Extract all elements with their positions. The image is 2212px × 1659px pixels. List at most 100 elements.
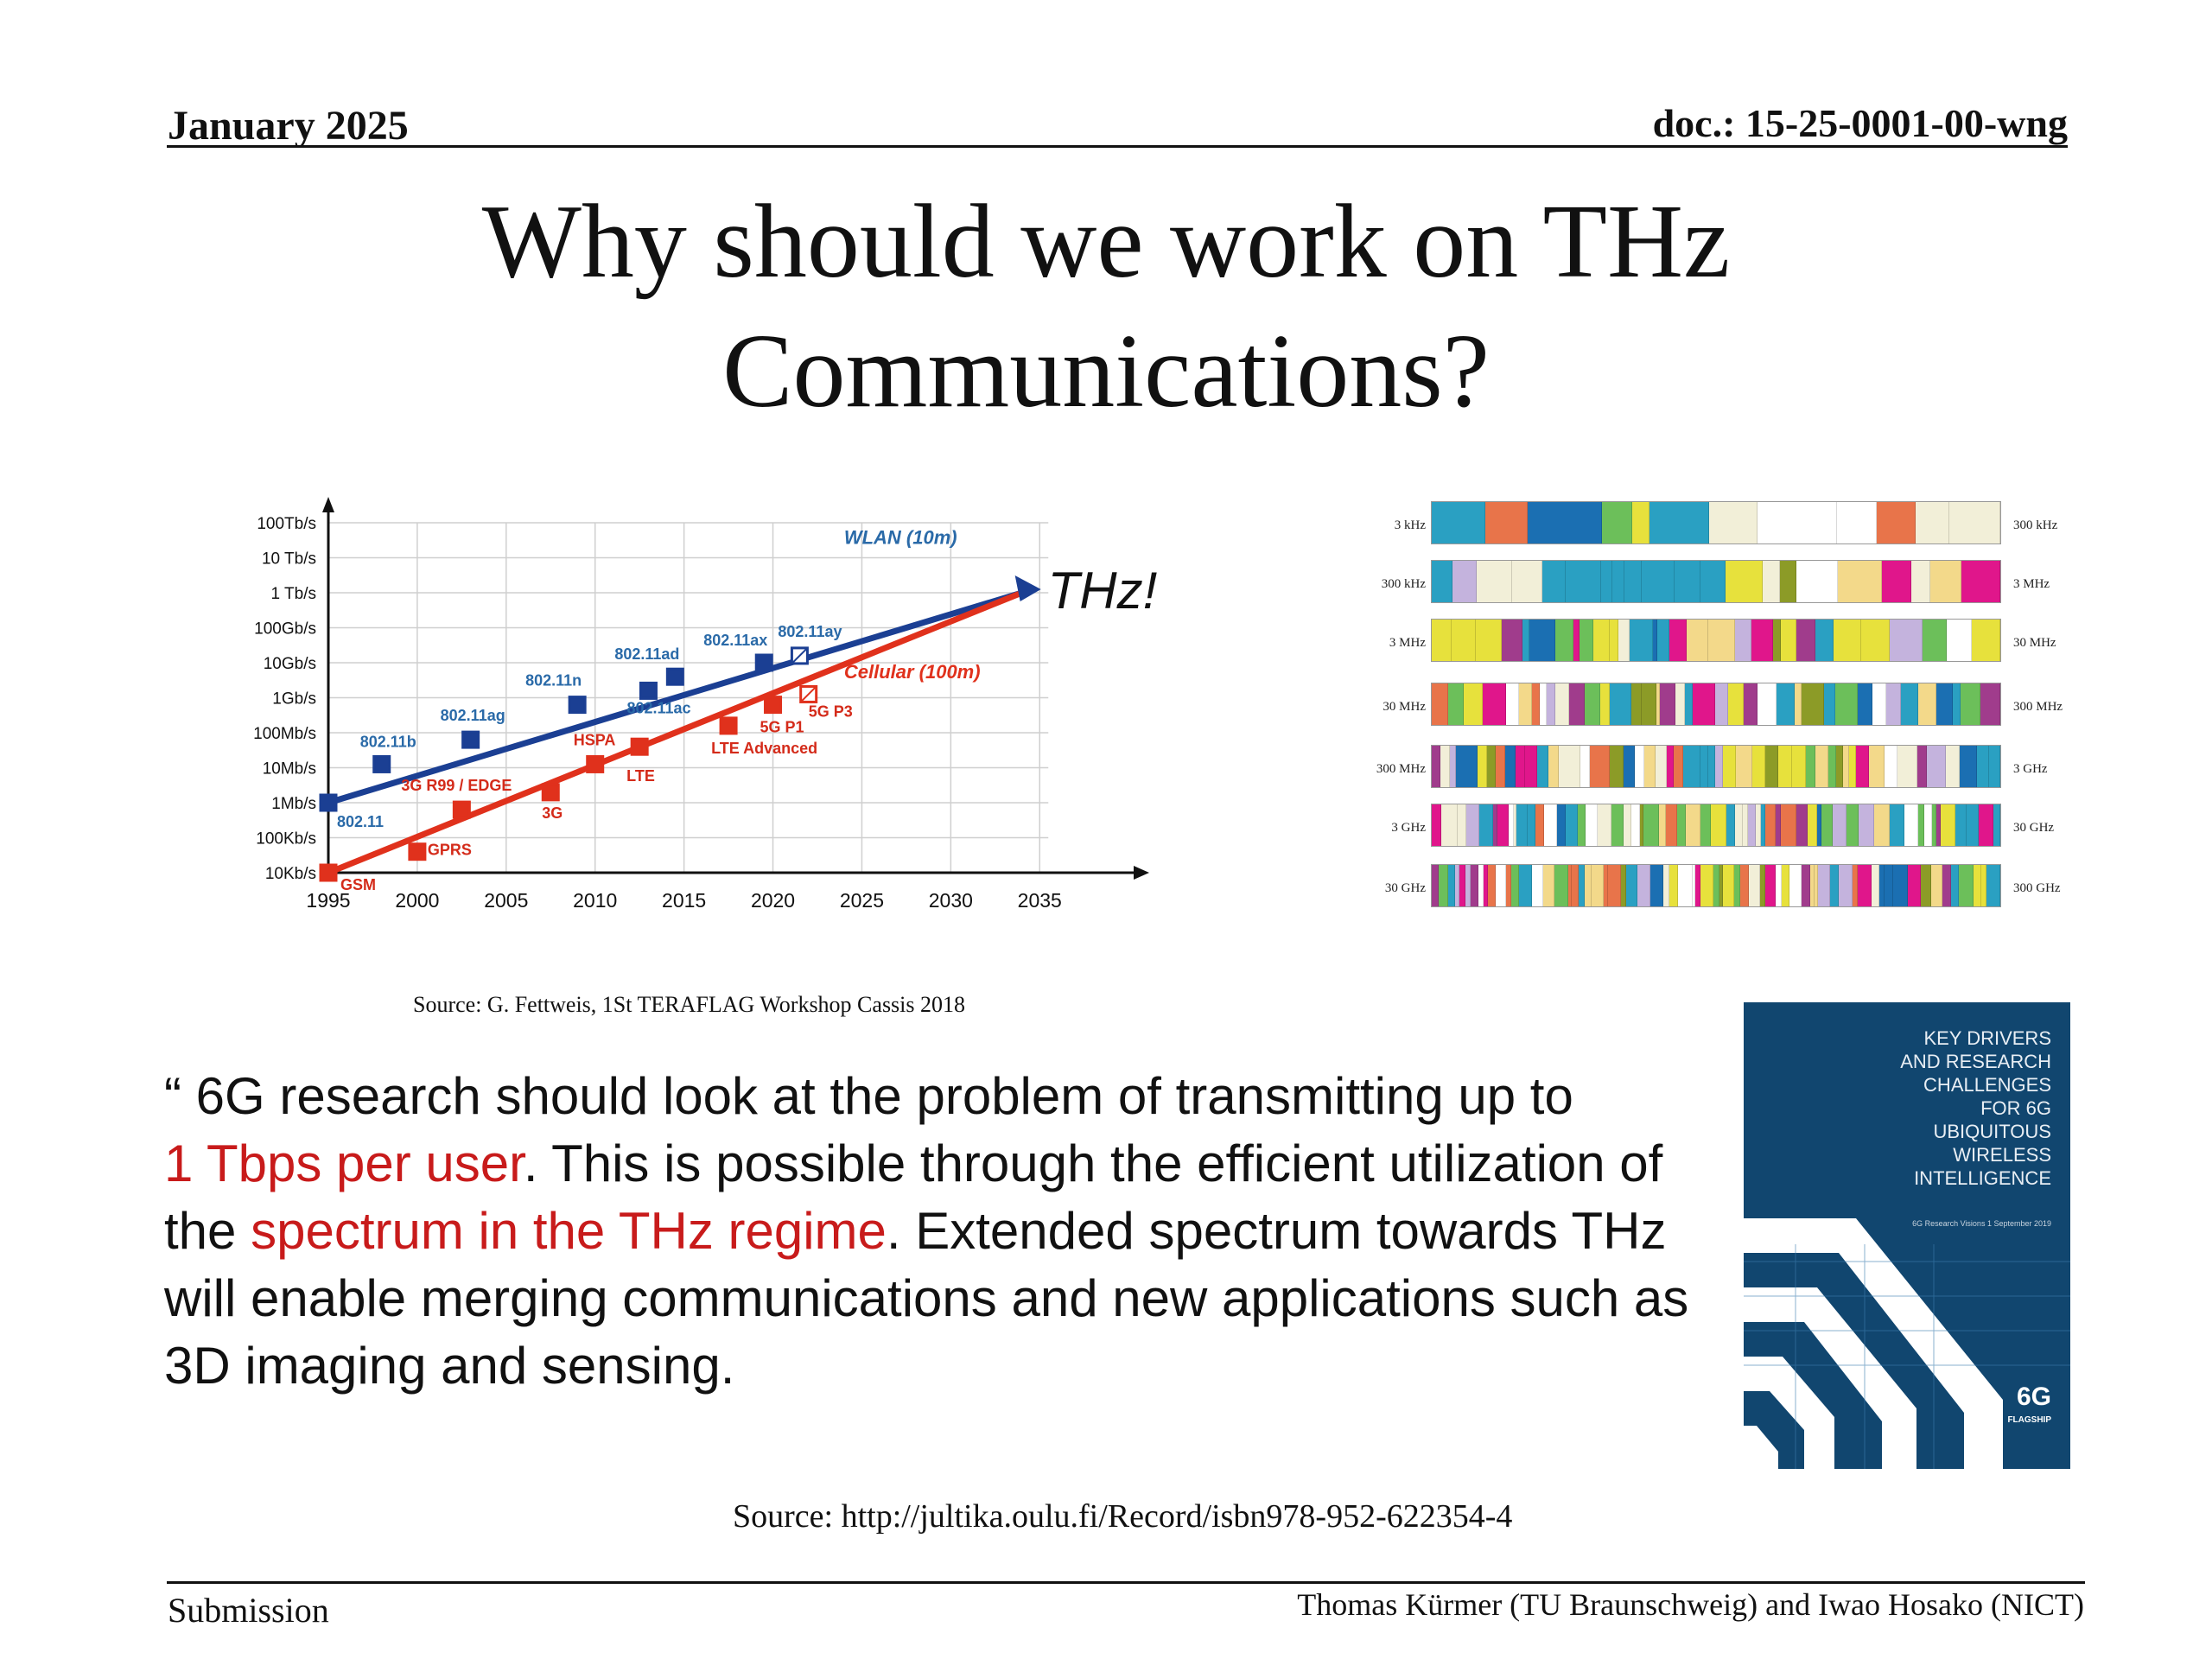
data-point <box>719 716 738 735</box>
spectrum-allocation-segment <box>1923 804 1932 846</box>
data-point <box>319 863 338 882</box>
spectrum-allocation-segment <box>1961 561 2000 602</box>
spectrum-allocation-segment <box>1980 683 2000 725</box>
spectrum-allocation-segment <box>1522 620 1529 661</box>
spectrum-allocation-segment <box>1777 746 1792 787</box>
spectrum-allocation-segment <box>1465 804 1480 846</box>
spectrum-allocation-segment <box>1692 683 1716 725</box>
spectrum-allocation-segment <box>1884 865 1894 906</box>
spectrum-allocation-segment <box>1897 746 1918 787</box>
data-point <box>764 696 783 715</box>
spectrum-allocation-segment <box>1761 804 1765 846</box>
spectrum-allocation-segment <box>1890 804 1905 846</box>
spectrum-allocation-segment <box>1917 746 1928 787</box>
spectrum-allocation-segment <box>1465 865 1471 906</box>
spectrum-allocation-segment <box>1630 620 1653 661</box>
spectrum-allocation-segment <box>1485 502 1528 543</box>
spectrum-allocation-segment <box>1748 804 1756 846</box>
spectrum-allocation-segment <box>1907 865 1921 906</box>
spectrum-allocation-segment <box>1733 865 1740 906</box>
quote-text: “ 6G research should look at the problem… <box>164 1063 1719 1400</box>
spectrum-allocation-segment <box>1945 746 1960 787</box>
spectrum-allocation-segment <box>1881 561 1912 602</box>
spectrum-allocation-segment <box>1828 746 1837 787</box>
spectrum-allocation-segment <box>1514 804 1517 846</box>
data-point <box>754 653 773 672</box>
spectrum-allocation-segment <box>1719 865 1724 906</box>
spectrum-allocation-segment <box>1585 804 1598 846</box>
spectrum-allocation-segment <box>1949 502 2000 543</box>
spectrum-allocation-segment <box>1796 561 1839 602</box>
spectrum-allocation-segment <box>1529 620 1556 661</box>
footer-submission: Submission <box>168 1591 329 1630</box>
spectrum-allocation-segment <box>1700 804 1712 846</box>
data-label: 802.11ag <box>441 707 505 724</box>
spectrum-allocation-segment <box>1476 620 1503 661</box>
spectrum-allocation-segment <box>1641 561 1675 602</box>
data-label: LTE <box>626 767 655 785</box>
spectrum-allocation-chart: 3 kHz 300 kHz 300 kHz 3 MHz 3 MHz 30 MHz 30 MH… <box>1357 493 2091 916</box>
spectrum-allocation-segment <box>1936 683 1953 725</box>
cover-subtitle: 6G Research Visions 1 September 2019 <box>1912 1219 2051 1228</box>
header-date: January 2025 <box>168 103 409 149</box>
spectrum-allocation-segment <box>1780 620 1797 661</box>
spectrum-allocation-segment <box>1695 865 1701 906</box>
data-point <box>319 793 338 812</box>
spectrum-allocation-segment <box>1748 865 1760 906</box>
cover-title-line-5: UBIQUITOUS <box>1933 1121 2051 1142</box>
spectrum-allocation-segment <box>1942 865 1952 906</box>
spectrum-allocation-segment <box>1765 746 1778 787</box>
spectrum-band-end-label: 3 GHz <box>2013 762 2048 776</box>
spectrum-allocation-segment <box>1726 804 1736 846</box>
spectrum-allocation-segment <box>1762 561 1780 602</box>
spectrum-allocation-segment <box>1755 804 1762 846</box>
quote-highlight-tbps: 1 Tbps per user <box>164 1135 524 1192</box>
spectrum-allocation-segment <box>1901 683 1918 725</box>
spectrum-allocation-segment <box>1973 865 1981 906</box>
spectrum-allocation-segment <box>1502 620 1523 661</box>
spectrum-allocation-segment <box>1961 683 1980 725</box>
data-point <box>568 696 587 715</box>
spectrum-allocation-segment <box>1487 865 1496 906</box>
y-axis-arrow <box>322 497 334 512</box>
header-divider <box>167 145 2068 148</box>
spectrum-allocation-segment <box>1700 746 1708 787</box>
spectrum-allocation-segment <box>1972 620 2000 661</box>
spectrum-band-end-label: 300 MHz <box>2013 700 2063 714</box>
spectrum-band-start-label: 300 kHz <box>1381 577 1426 591</box>
spectrum-band-end-label: 30 GHz <box>2013 821 2055 835</box>
spectrum-allocation-segment <box>1941 804 1956 846</box>
y-tick-label: 1Mb/s <box>271 795 316 813</box>
spectrum-allocation-segment <box>1708 502 1758 543</box>
cover-title-line-3: CHALLENGES <box>1923 1074 2051 1096</box>
spectrum-allocation-segment <box>1497 804 1509 846</box>
data-point <box>452 800 471 819</box>
spectrum-allocation-segment <box>1655 746 1668 787</box>
spectrum-allocation-segment <box>1510 865 1520 906</box>
spectrum-allocation-segment <box>1640 804 1644 846</box>
spectrum-band <box>1431 745 2001 788</box>
data-label: 802.11b <box>360 733 416 750</box>
spectrum-allocation-segment <box>1736 746 1753 787</box>
spectrum-allocation-segment <box>1649 865 1663 906</box>
spectrum-allocation-segment <box>1515 746 1525 787</box>
series-trend-wlan <box>327 589 1023 806</box>
data-label: 802.11ax <box>703 632 767 649</box>
spectrum-allocation-segment <box>1904 804 1918 846</box>
spectrum-allocation-segment <box>1432 683 1448 725</box>
spectrum-allocation-segment <box>1917 804 1924 846</box>
spectrum-allocation-segment <box>1524 746 1538 787</box>
spectrum-allocation-segment <box>1846 804 1859 846</box>
footer-divider <box>167 1581 2085 1584</box>
y-tick-label: 1 Tb/s <box>271 585 316 603</box>
spectrum-allocation-segment <box>1807 804 1818 846</box>
cover-title-line-1: KEY DRIVERS <box>1923 1027 2051 1049</box>
cover-title-line-7: INTELLIGENCE <box>1914 1167 2051 1189</box>
spectrum-allocation-segment <box>1743 683 1758 725</box>
spectrum-allocation-segment <box>1566 561 1601 602</box>
spectrum-allocation-segment <box>1713 865 1720 906</box>
data-label: 802.11ac <box>626 699 690 716</box>
spectrum-allocation-segment <box>1531 865 1544 906</box>
spectrum-band <box>1431 804 2001 847</box>
spectrum-allocation-segment <box>1532 683 1540 725</box>
